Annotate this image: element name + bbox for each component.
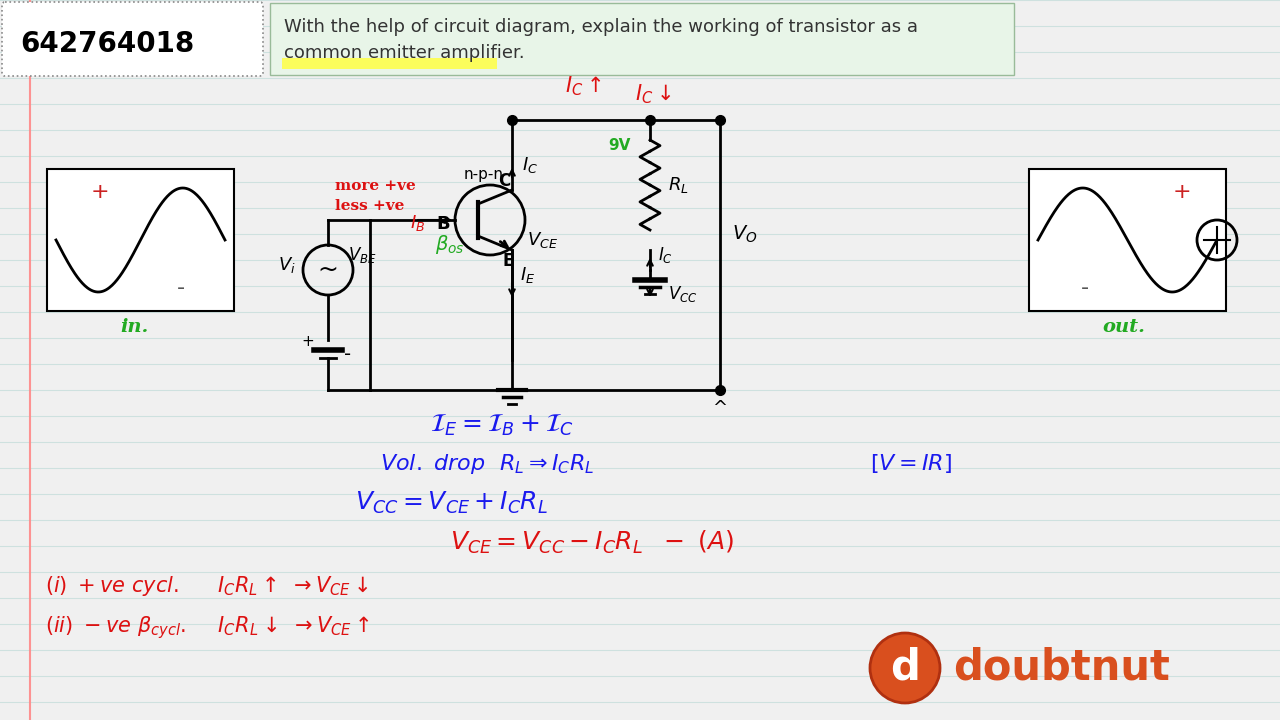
Text: $I_C$: $I_C$ xyxy=(522,155,538,175)
Text: out.: out. xyxy=(1102,318,1146,336)
Text: $I_B$: $I_B$ xyxy=(410,213,425,233)
Text: $V_{CC} = V_{CE} + I_C R_L$: $V_{CC} = V_{CE} + I_C R_L$ xyxy=(355,490,548,516)
Text: 642764018: 642764018 xyxy=(20,30,195,58)
Text: 9V: 9V xyxy=(608,138,630,153)
Text: $I_C$: $I_C$ xyxy=(658,245,673,265)
Text: $I_E$: $I_E$ xyxy=(520,265,535,285)
Text: C: C xyxy=(498,172,511,190)
Text: more +ve: more +ve xyxy=(335,179,416,193)
Text: $V_{CE} = V_{CC} - I_C R_L\ \ -\ (A)$: $V_{CE} = V_{CC} - I_C R_L\ \ -\ (A)$ xyxy=(451,529,735,556)
Text: $V_{BE}$: $V_{BE}$ xyxy=(348,245,376,265)
Text: $R_L$: $R_L$ xyxy=(668,175,689,195)
Text: $\beta_{os}$: $\beta_{os}$ xyxy=(435,233,465,256)
FancyBboxPatch shape xyxy=(3,2,262,76)
Text: $V_O$: $V_O$ xyxy=(732,224,758,246)
Text: $Vol.\ drop\ \ R_L \Rightarrow I_C R_L$: $Vol.\ drop\ \ R_L \Rightarrow I_C R_L$ xyxy=(380,452,594,476)
Text: $\mathcal{I}_E = \mathcal{I}_B + \mathcal{I}_C$: $\mathcal{I}_E = \mathcal{I}_B + \mathca… xyxy=(430,413,573,438)
Text: $V_{CC}$: $V_{CC}$ xyxy=(668,284,698,304)
Text: $V_i$: $V_i$ xyxy=(278,255,296,275)
Text: +: + xyxy=(91,182,109,202)
Text: ~: ~ xyxy=(317,258,338,282)
FancyBboxPatch shape xyxy=(282,58,497,69)
Text: less +ve: less +ve xyxy=(335,199,404,213)
Text: $(ii)\ -ve\ \beta_{cycl}.\ \ \ \ I_C R_L\downarrow\ \rightarrow V_{CE}\uparrow$: $(ii)\ -ve\ \beta_{cycl}.\ \ \ \ I_C R_L… xyxy=(45,613,370,641)
Text: $(i)\ +ve\ cycl.\ \ \ \ \ I_C R_L\uparrow\ \rightarrow V_{CE}\downarrow$: $(i)\ +ve\ cycl.\ \ \ \ \ I_C R_L\uparro… xyxy=(45,574,369,598)
Text: $[V = IR]$: $[V = IR]$ xyxy=(870,452,952,475)
FancyBboxPatch shape xyxy=(47,169,234,311)
Text: +: + xyxy=(1172,182,1192,202)
Text: E: E xyxy=(502,252,513,270)
Text: With the help of circuit diagram, explain the working of transistor as a: With the help of circuit diagram, explai… xyxy=(284,18,918,36)
Text: ^: ^ xyxy=(713,399,727,417)
Circle shape xyxy=(870,633,940,703)
Text: in.: in. xyxy=(120,318,148,336)
Text: $I_C\downarrow$: $I_C\downarrow$ xyxy=(635,82,671,106)
Text: -: - xyxy=(344,345,352,364)
Text: common emitter amplifier.: common emitter amplifier. xyxy=(284,44,525,62)
Text: doubtnut: doubtnut xyxy=(954,647,1170,689)
Text: +: + xyxy=(302,334,315,349)
Text: B: B xyxy=(436,215,449,233)
FancyBboxPatch shape xyxy=(270,3,1014,75)
Text: n-p-n: n-p-n xyxy=(465,168,504,182)
Text: $V_{CE}$: $V_{CE}$ xyxy=(527,230,558,250)
Text: -: - xyxy=(1080,278,1089,298)
FancyBboxPatch shape xyxy=(1029,169,1226,311)
Text: d: d xyxy=(890,647,920,689)
Text: -: - xyxy=(177,278,186,298)
Text: $I_C\uparrow$: $I_C\uparrow$ xyxy=(564,74,602,98)
